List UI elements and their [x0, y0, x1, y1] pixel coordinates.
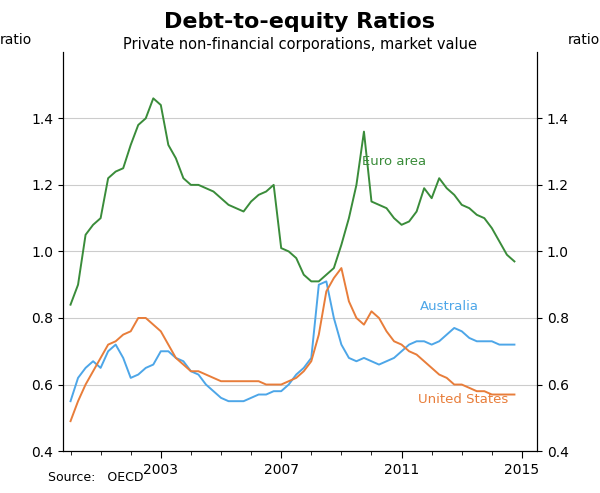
Text: United States: United States	[418, 393, 508, 406]
Text: Debt-to-equity Ratios: Debt-to-equity Ratios	[164, 12, 436, 33]
Text: Euro area: Euro area	[362, 155, 427, 168]
Text: Source:   OECD: Source: OECD	[48, 471, 143, 484]
Text: ratio: ratio	[568, 33, 600, 46]
Text: ratio: ratio	[0, 33, 32, 46]
Text: Australia: Australia	[419, 300, 479, 313]
Text: Private non-financial corporations, market value: Private non-financial corporations, mark…	[123, 37, 477, 52]
